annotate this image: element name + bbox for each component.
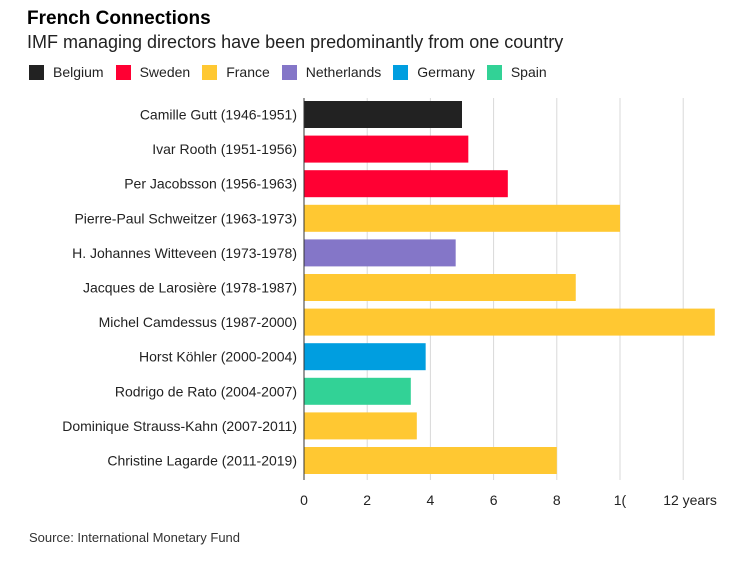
source-note: Source: International Monetary Fund: [29, 530, 241, 545]
x-tick-label-2: 4: [427, 492, 435, 508]
legend-item-sweden: Sweden: [115, 64, 191, 80]
legend-label-sweden: Sweden: [139, 64, 191, 80]
legend-swatch-france: [202, 64, 218, 80]
legend-swatch-spain: [486, 64, 502, 80]
bar-5: [304, 274, 576, 301]
x-tick-label-6: 12 years: [663, 492, 717, 508]
legend-label-germany: Germany: [417, 64, 475, 80]
legend: Belgium Sweden France Netherlands German…: [29, 64, 559, 80]
bar-6: [304, 308, 715, 336]
category-label-8: Rodrigo de Rato (2004-2007): [115, 383, 297, 399]
category-label-1: Ivar Rooth (1951-1956): [152, 141, 297, 157]
legend-swatch-netherlands: [281, 64, 297, 80]
chart-title: French Connections: [27, 8, 211, 29]
legend-label-france: France: [226, 64, 270, 80]
category-label-0: Camille Gutt (1946-1951): [140, 107, 297, 123]
x-tick-label-5: 1(: [614, 492, 627, 508]
chart-subtitle: IMF managing directors have been predomi…: [27, 32, 564, 52]
category-label-7: Horst Köhler (2000-2004): [139, 349, 297, 365]
legend-item-germany: Germany: [393, 64, 475, 80]
bar-1: [304, 135, 469, 163]
category-label-9: Dominique Strauss-Kahn (2007-2011): [62, 418, 297, 434]
bar-2: [304, 170, 508, 198]
category-label-6: Michel Camdessus (1987-2000): [99, 314, 297, 330]
x-tick-label-0: 0: [300, 492, 308, 508]
bar-9: [304, 412, 417, 440]
legend-item-spain: Spain: [486, 64, 547, 80]
legend-item-belgium: Belgium: [29, 64, 104, 80]
legend-swatch-sweden: [115, 64, 131, 80]
bar-8: [304, 377, 411, 405]
legend-item-france: France: [202, 64, 270, 80]
legend-swatch-germany: [393, 64, 409, 80]
category-label-4: H. Johannes Witteveen (1973-1978): [72, 245, 297, 261]
bar-7: [304, 343, 426, 371]
bar-0: [304, 101, 462, 128]
legend-swatch-belgium: [29, 64, 44, 80]
category-label-5: Jacques de Larosière (1978-1987): [83, 280, 297, 296]
legend-label-spain: Spain: [510, 64, 547, 80]
category-label-3: Pierre-Paul Schweitzer (1963-1973): [74, 210, 297, 226]
category-label-10: Christine Lagarde (2011-2019): [107, 453, 297, 469]
bar-10: [304, 447, 557, 474]
x-tick-label-1: 2: [363, 492, 371, 508]
x-tick-label-4: 8: [553, 492, 561, 508]
bar-3: [304, 204, 620, 232]
legend-item-netherlands: Netherlands: [281, 64, 382, 80]
bar-4: [304, 239, 456, 267]
legend-label-netherlands: Netherlands: [305, 64, 382, 80]
x-tick-label-3: 6: [490, 492, 498, 508]
legend-label-belgium: Belgium: [53, 64, 104, 80]
category-label-2: Per Jacobsson (1956-1963): [124, 176, 297, 192]
